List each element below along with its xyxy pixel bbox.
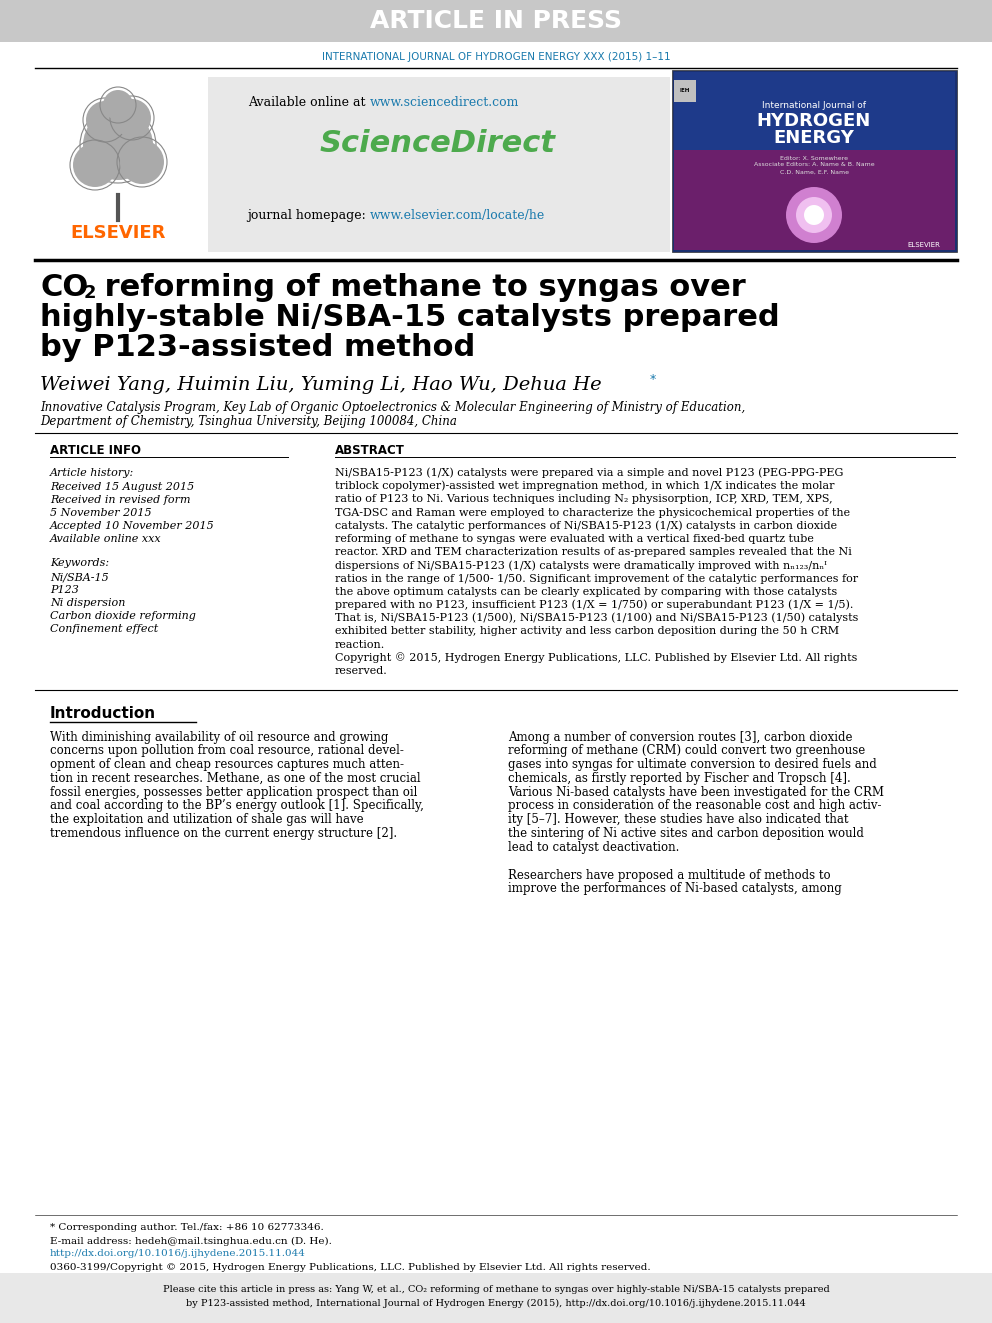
Text: fossil energies, possesses better application prospect than oil: fossil energies, possesses better applic… xyxy=(50,786,418,799)
Text: prepared with no P123, insufficient P123 (1/X = 1/750) or superabundant P123 (1/: prepared with no P123, insufficient P123… xyxy=(335,599,853,610)
Bar xyxy=(35,74,207,251)
Text: chemicals, as firstly reported by Fischer and Tropsch [4].: chemicals, as firstly reported by Fische… xyxy=(508,771,851,785)
Text: C.D. Name, E.F. Name: C.D. Name, E.F. Name xyxy=(780,169,848,175)
Text: catalysts. The catalytic performances of Ni/SBA15-P123 (1/X) catalysts in carbon: catalysts. The catalytic performances of… xyxy=(335,520,837,531)
Text: Innovative Catalysis Program, Key Lab of Organic Optoelectronics & Molecular Eng: Innovative Catalysis Program, Key Lab of… xyxy=(40,401,745,414)
Text: Associate Editors: A. Name & B. Name: Associate Editors: A. Name & B. Name xyxy=(754,163,874,168)
Circle shape xyxy=(86,101,124,139)
Text: ratio of P123 to Ni. Various techniques including N₂ physisorption, ICP, XRD, TE: ratio of P123 to Ni. Various techniques … xyxy=(335,495,832,504)
Text: www.elsevier.com/locate/he: www.elsevier.com/locate/he xyxy=(370,209,546,221)
Text: Researchers have proposed a multitude of methods to: Researchers have proposed a multitude of… xyxy=(508,868,830,881)
Text: dispersions of Ni/SBA15-P123 (1/X) catalysts were dramatically improved with nₙ₁: dispersions of Ni/SBA15-P123 (1/X) catal… xyxy=(335,560,827,570)
Text: process in consideration of the reasonable cost and high activ-: process in consideration of the reasonab… xyxy=(508,799,882,812)
Circle shape xyxy=(83,110,153,180)
Text: reserved.: reserved. xyxy=(335,665,388,676)
Text: TGA-DSC and Raman were employed to characterize the physicochemical properties o: TGA-DSC and Raman were employed to chara… xyxy=(335,508,850,517)
Text: improve the performances of Ni-based catalysts, among: improve the performances of Ni-based cat… xyxy=(508,882,842,896)
Circle shape xyxy=(103,90,133,120)
Text: lead to catalyst deactivation.: lead to catalyst deactivation. xyxy=(508,841,680,853)
Text: concerns upon pollution from coal resource, rational devel-: concerns upon pollution from coal resour… xyxy=(50,745,404,757)
Text: Please cite this article in press as: Yang W, et al., CO₂ reforming of methane t: Please cite this article in press as: Ya… xyxy=(163,1285,829,1294)
Text: Editor: X. Somewhere: Editor: X. Somewhere xyxy=(780,156,848,160)
Text: ARTICLE INFO: ARTICLE INFO xyxy=(50,443,141,456)
Text: Ni/SBA15-P123 (1/X) catalysts were prepared via a simple and novel P123 (PEG-PPG: Ni/SBA15-P123 (1/X) catalysts were prepa… xyxy=(335,468,843,479)
Text: Received in revised form: Received in revised form xyxy=(50,495,190,505)
Text: Available online xxx: Available online xxx xyxy=(50,534,162,544)
Text: the exploitation and utilization of shale gas will have: the exploitation and utilization of shal… xyxy=(50,814,364,827)
Text: Confinement effect: Confinement effect xyxy=(50,624,159,634)
Text: gases into syngas for ultimate conversion to desired fuels and: gases into syngas for ultimate conversio… xyxy=(508,758,877,771)
Text: ABSTRACT: ABSTRACT xyxy=(335,443,405,456)
Text: reforming of methane (CRM) could convert two greenhouse: reforming of methane (CRM) could convert… xyxy=(508,745,865,757)
Text: Ni dispersion: Ni dispersion xyxy=(50,598,125,609)
Text: * Corresponding author. Tel./fax: +86 10 62773346.: * Corresponding author. Tel./fax: +86 10… xyxy=(50,1224,323,1233)
Text: *: * xyxy=(650,373,657,386)
Bar xyxy=(0,1273,992,1323)
Text: highly-stable Ni/SBA-15 catalysts prepared: highly-stable Ni/SBA-15 catalysts prepar… xyxy=(40,303,780,332)
Text: ity [5–7]. However, these studies have also indicated that: ity [5–7]. However, these studies have a… xyxy=(508,814,848,827)
Text: ratios in the range of 1/500- 1/50. Significant improvement of the catalytic per: ratios in the range of 1/500- 1/50. Sign… xyxy=(335,574,858,583)
Text: ELSEVIER: ELSEVIER xyxy=(70,224,166,242)
Text: journal homepage:: journal homepage: xyxy=(247,209,370,221)
Circle shape xyxy=(113,99,151,138)
Bar xyxy=(0,0,992,42)
Text: Weiwei Yang, Huimin Liu, Yuming Li, Hao Wu, Dehua He: Weiwei Yang, Huimin Liu, Yuming Li, Hao … xyxy=(40,376,601,394)
Text: Introduction: Introduction xyxy=(50,706,156,721)
Text: by P123-assisted method, International Journal of Hydrogen Energy (2015), http:/: by P123-assisted method, International J… xyxy=(186,1298,806,1307)
Text: 5 November 2015: 5 November 2015 xyxy=(50,508,152,519)
Circle shape xyxy=(120,140,164,184)
Bar xyxy=(208,77,670,251)
Bar xyxy=(674,79,696,102)
Text: ARTICLE IN PRESS: ARTICLE IN PRESS xyxy=(370,9,622,33)
Text: tion in recent researches. Methane, as one of the most crucial: tion in recent researches. Methane, as o… xyxy=(50,771,421,785)
Text: Various Ni-based catalysts have been investigated for the CRM: Various Ni-based catalysts have been inv… xyxy=(508,786,884,799)
Text: reactor. XRD and TEM characterization results of as-prepared samples revealed th: reactor. XRD and TEM characterization re… xyxy=(335,548,852,557)
Text: Department of Chemistry, Tsinghua University, Beijing 100084, China: Department of Chemistry, Tsinghua Univer… xyxy=(40,415,457,429)
Circle shape xyxy=(73,143,117,187)
Text: CO: CO xyxy=(40,274,88,303)
Text: Among a number of conversion routes [3], carbon dioxide: Among a number of conversion routes [3],… xyxy=(508,730,852,744)
Text: exhibited better stability, higher activity and less carbon deposition during th: exhibited better stability, higher activ… xyxy=(335,626,839,636)
Bar xyxy=(674,149,955,250)
Text: Accepted 10 November 2015: Accepted 10 November 2015 xyxy=(50,521,214,531)
Text: Copyright © 2015, Hydrogen Energy Publications, LLC. Published by Elsevier Ltd. : Copyright © 2015, Hydrogen Energy Public… xyxy=(335,652,857,663)
Text: Available online at: Available online at xyxy=(249,97,370,110)
Text: P123: P123 xyxy=(50,585,79,595)
Circle shape xyxy=(804,205,824,225)
Text: International Journal of: International Journal of xyxy=(762,101,866,110)
Text: That is, Ni/SBA15-P123 (1/500), Ni/SBA15-P123 (1/100) and Ni/SBA15-P123 (1/50) c: That is, Ni/SBA15-P123 (1/500), Ni/SBA15… xyxy=(335,613,858,623)
Text: E-mail address: hedeh@mail.tsinghua.edu.cn (D. He).: E-mail address: hedeh@mail.tsinghua.edu.… xyxy=(50,1237,332,1245)
Text: ELSEVIER: ELSEVIER xyxy=(907,242,940,247)
Text: IEH: IEH xyxy=(680,89,690,94)
Text: 2: 2 xyxy=(84,284,96,302)
Text: ScienceDirect: ScienceDirect xyxy=(320,128,556,157)
Text: opment of clean and cheap resources captures much atten-: opment of clean and cheap resources capt… xyxy=(50,758,404,771)
Text: Carbon dioxide reforming: Carbon dioxide reforming xyxy=(50,611,195,620)
Text: HYDROGEN: HYDROGEN xyxy=(757,112,871,130)
Text: Ni/SBA-15: Ni/SBA-15 xyxy=(50,572,109,582)
Text: http://dx.doi.org/10.1016/j.ijhydene.2015.11.044: http://dx.doi.org/10.1016/j.ijhydene.201… xyxy=(50,1249,306,1258)
Bar xyxy=(672,70,957,251)
Text: 0360-3199/Copyright © 2015, Hydrogen Energy Publications, LLC. Published by Else: 0360-3199/Copyright © 2015, Hydrogen Ene… xyxy=(50,1262,651,1271)
Text: the above optimum catalysts can be clearly explicated by comparing with those ca: the above optimum catalysts can be clear… xyxy=(335,587,837,597)
Text: by P123-assisted method: by P123-assisted method xyxy=(40,333,475,363)
Text: and coal according to the BP’s energy outlook [1]. Specifically,: and coal according to the BP’s energy ou… xyxy=(50,799,424,812)
Circle shape xyxy=(796,197,832,233)
Text: tremendous influence on the current energy structure [2].: tremendous influence on the current ener… xyxy=(50,827,397,840)
Text: With diminishing availability of oil resource and growing: With diminishing availability of oil res… xyxy=(50,730,389,744)
Text: www.sciencedirect.com: www.sciencedirect.com xyxy=(370,97,520,110)
Text: INTERNATIONAL JOURNAL OF HYDROGEN ENERGY XXX (2015) 1–11: INTERNATIONAL JOURNAL OF HYDROGEN ENERGY… xyxy=(321,52,671,62)
Text: Keywords:: Keywords: xyxy=(50,558,109,568)
Text: ENERGY: ENERGY xyxy=(774,130,854,147)
Text: reaction.: reaction. xyxy=(335,639,385,650)
Circle shape xyxy=(786,187,842,243)
Text: Article history:: Article history: xyxy=(50,468,134,478)
Bar xyxy=(674,71,955,250)
Text: reforming of methane to syngas over: reforming of methane to syngas over xyxy=(94,274,746,303)
Text: triblock copolymer)-assisted wet impregnation method, in which 1/X indicates the: triblock copolymer)-assisted wet impregn… xyxy=(335,482,834,491)
Text: Received 15 August 2015: Received 15 August 2015 xyxy=(50,482,194,492)
Text: the sintering of Ni active sites and carbon deposition would: the sintering of Ni active sites and car… xyxy=(508,827,864,840)
Text: reforming of methane to syngas were evaluated with a vertical fixed-bed quartz t: reforming of methane to syngas were eval… xyxy=(335,534,813,544)
